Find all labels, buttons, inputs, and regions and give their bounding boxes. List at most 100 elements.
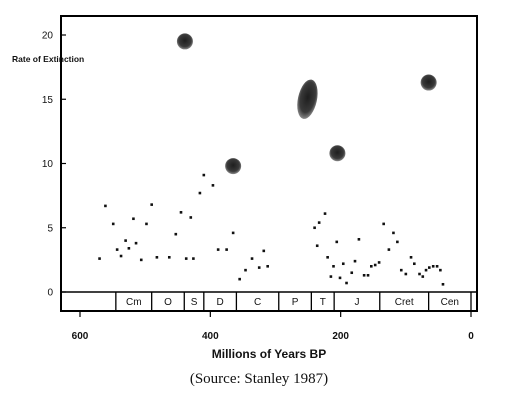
data-point (317, 221, 321, 224)
period-label: O (164, 297, 172, 308)
data-point (189, 216, 193, 219)
data-point (345, 281, 348, 285)
data-point (387, 248, 391, 251)
data-point (202, 173, 206, 177)
extinction-chart: Cm O S D C P T J Cret Cen 0 5 10 15 20 600 400 200 0 Rat… (12, 15, 478, 361)
period-label: T (320, 297, 326, 308)
period-label: Cm (126, 297, 142, 308)
y-tick-label: 5 (47, 223, 53, 234)
data-point (98, 257, 101, 260)
source-caption: (Source: Stanley 1987) (189, 371, 329, 387)
data-point (357, 238, 361, 241)
data-point (150, 203, 153, 206)
x-tick-label: 0 (468, 331, 474, 342)
x-axis-ticks: 600 400 200 0 (72, 311, 474, 342)
data-point (366, 273, 370, 277)
data-point (179, 211, 183, 214)
x-tick-label: 600 (72, 331, 89, 342)
data-point (192, 257, 195, 260)
data-point (313, 226, 316, 230)
period-label: C (254, 297, 261, 308)
data-point (244, 268, 247, 272)
mass-extinction-point (176, 33, 193, 50)
data-point (216, 248, 220, 251)
data-point (145, 222, 148, 226)
mass-extinction-markers (176, 33, 437, 175)
data-point (238, 277, 241, 281)
mass-extinction-point (225, 158, 242, 175)
data-point (257, 266, 261, 269)
data-point (266, 265, 269, 268)
data-point (418, 272, 421, 276)
data-point (421, 275, 425, 278)
data-point (441, 282, 445, 286)
data-point (174, 232, 178, 236)
data-point (382, 222, 385, 226)
geologic-periods-strip: Cm O S D C P T J Cret Cen (115, 292, 472, 311)
data-point (329, 275, 333, 278)
y-tick-label: 20 (42, 31, 54, 42)
data-point (250, 257, 254, 260)
x-tick-label: 400 (202, 331, 219, 342)
data-point (211, 184, 215, 187)
data-point (139, 258, 143, 262)
data-point (369, 265, 373, 268)
data-point (111, 222, 115, 226)
data-point (427, 266, 431, 269)
period-label: P (292, 297, 299, 308)
y-tick-label: 10 (42, 159, 54, 170)
data-point (350, 271, 354, 275)
data-point (439, 268, 442, 272)
period-label: D (216, 297, 223, 308)
data-point (262, 249, 266, 253)
period-label: Cret (395, 297, 414, 308)
mass-extinction-point (297, 79, 318, 119)
data-point (127, 247, 131, 250)
data-point (373, 263, 377, 267)
data-point (338, 276, 342, 280)
data-point (413, 262, 416, 266)
data-point (341, 262, 345, 266)
data-point (399, 268, 403, 272)
plot-frame (60, 15, 478, 312)
data-point (115, 248, 119, 251)
data-point (409, 256, 413, 259)
x-axis-label: Millions of Years BP (212, 347, 326, 361)
data-point (231, 231, 235, 235)
period-label: S (191, 297, 198, 308)
data-point (198, 191, 202, 195)
data-point (332, 265, 335, 268)
data-point (119, 254, 123, 258)
y-tick-label: 0 (47, 288, 53, 299)
period-label: J (354, 297, 359, 308)
data-point (225, 248, 228, 251)
data-point (184, 257, 188, 260)
data-point (132, 217, 135, 221)
data-point (404, 272, 408, 276)
mass-extinction-point (329, 145, 346, 162)
x-tick-label: 200 (332, 331, 349, 342)
data-point (155, 256, 159, 259)
y-axis-ticks: 0 5 10 15 20 (42, 31, 66, 299)
data-point (392, 231, 395, 235)
data-point (104, 204, 107, 208)
extinction-points (98, 173, 445, 286)
data-point (377, 261, 381, 264)
data-point (435, 265, 439, 268)
y-axis-label: Rate of Extinction (12, 54, 84, 64)
data-point (134, 241, 138, 245)
data-point (431, 265, 435, 268)
data-point (124, 239, 127, 242)
data-point (335, 240, 339, 244)
data-point (396, 240, 399, 244)
data-point (353, 259, 357, 263)
data-point (315, 244, 319, 248)
data-point (167, 256, 171, 259)
data-point (362, 273, 366, 277)
data-point (424, 268, 428, 272)
period-label: Cen (441, 297, 459, 308)
data-point (326, 256, 329, 259)
y-tick-label: 15 (42, 95, 54, 106)
mass-extinction-point (420, 74, 437, 91)
data-point (323, 212, 327, 215)
